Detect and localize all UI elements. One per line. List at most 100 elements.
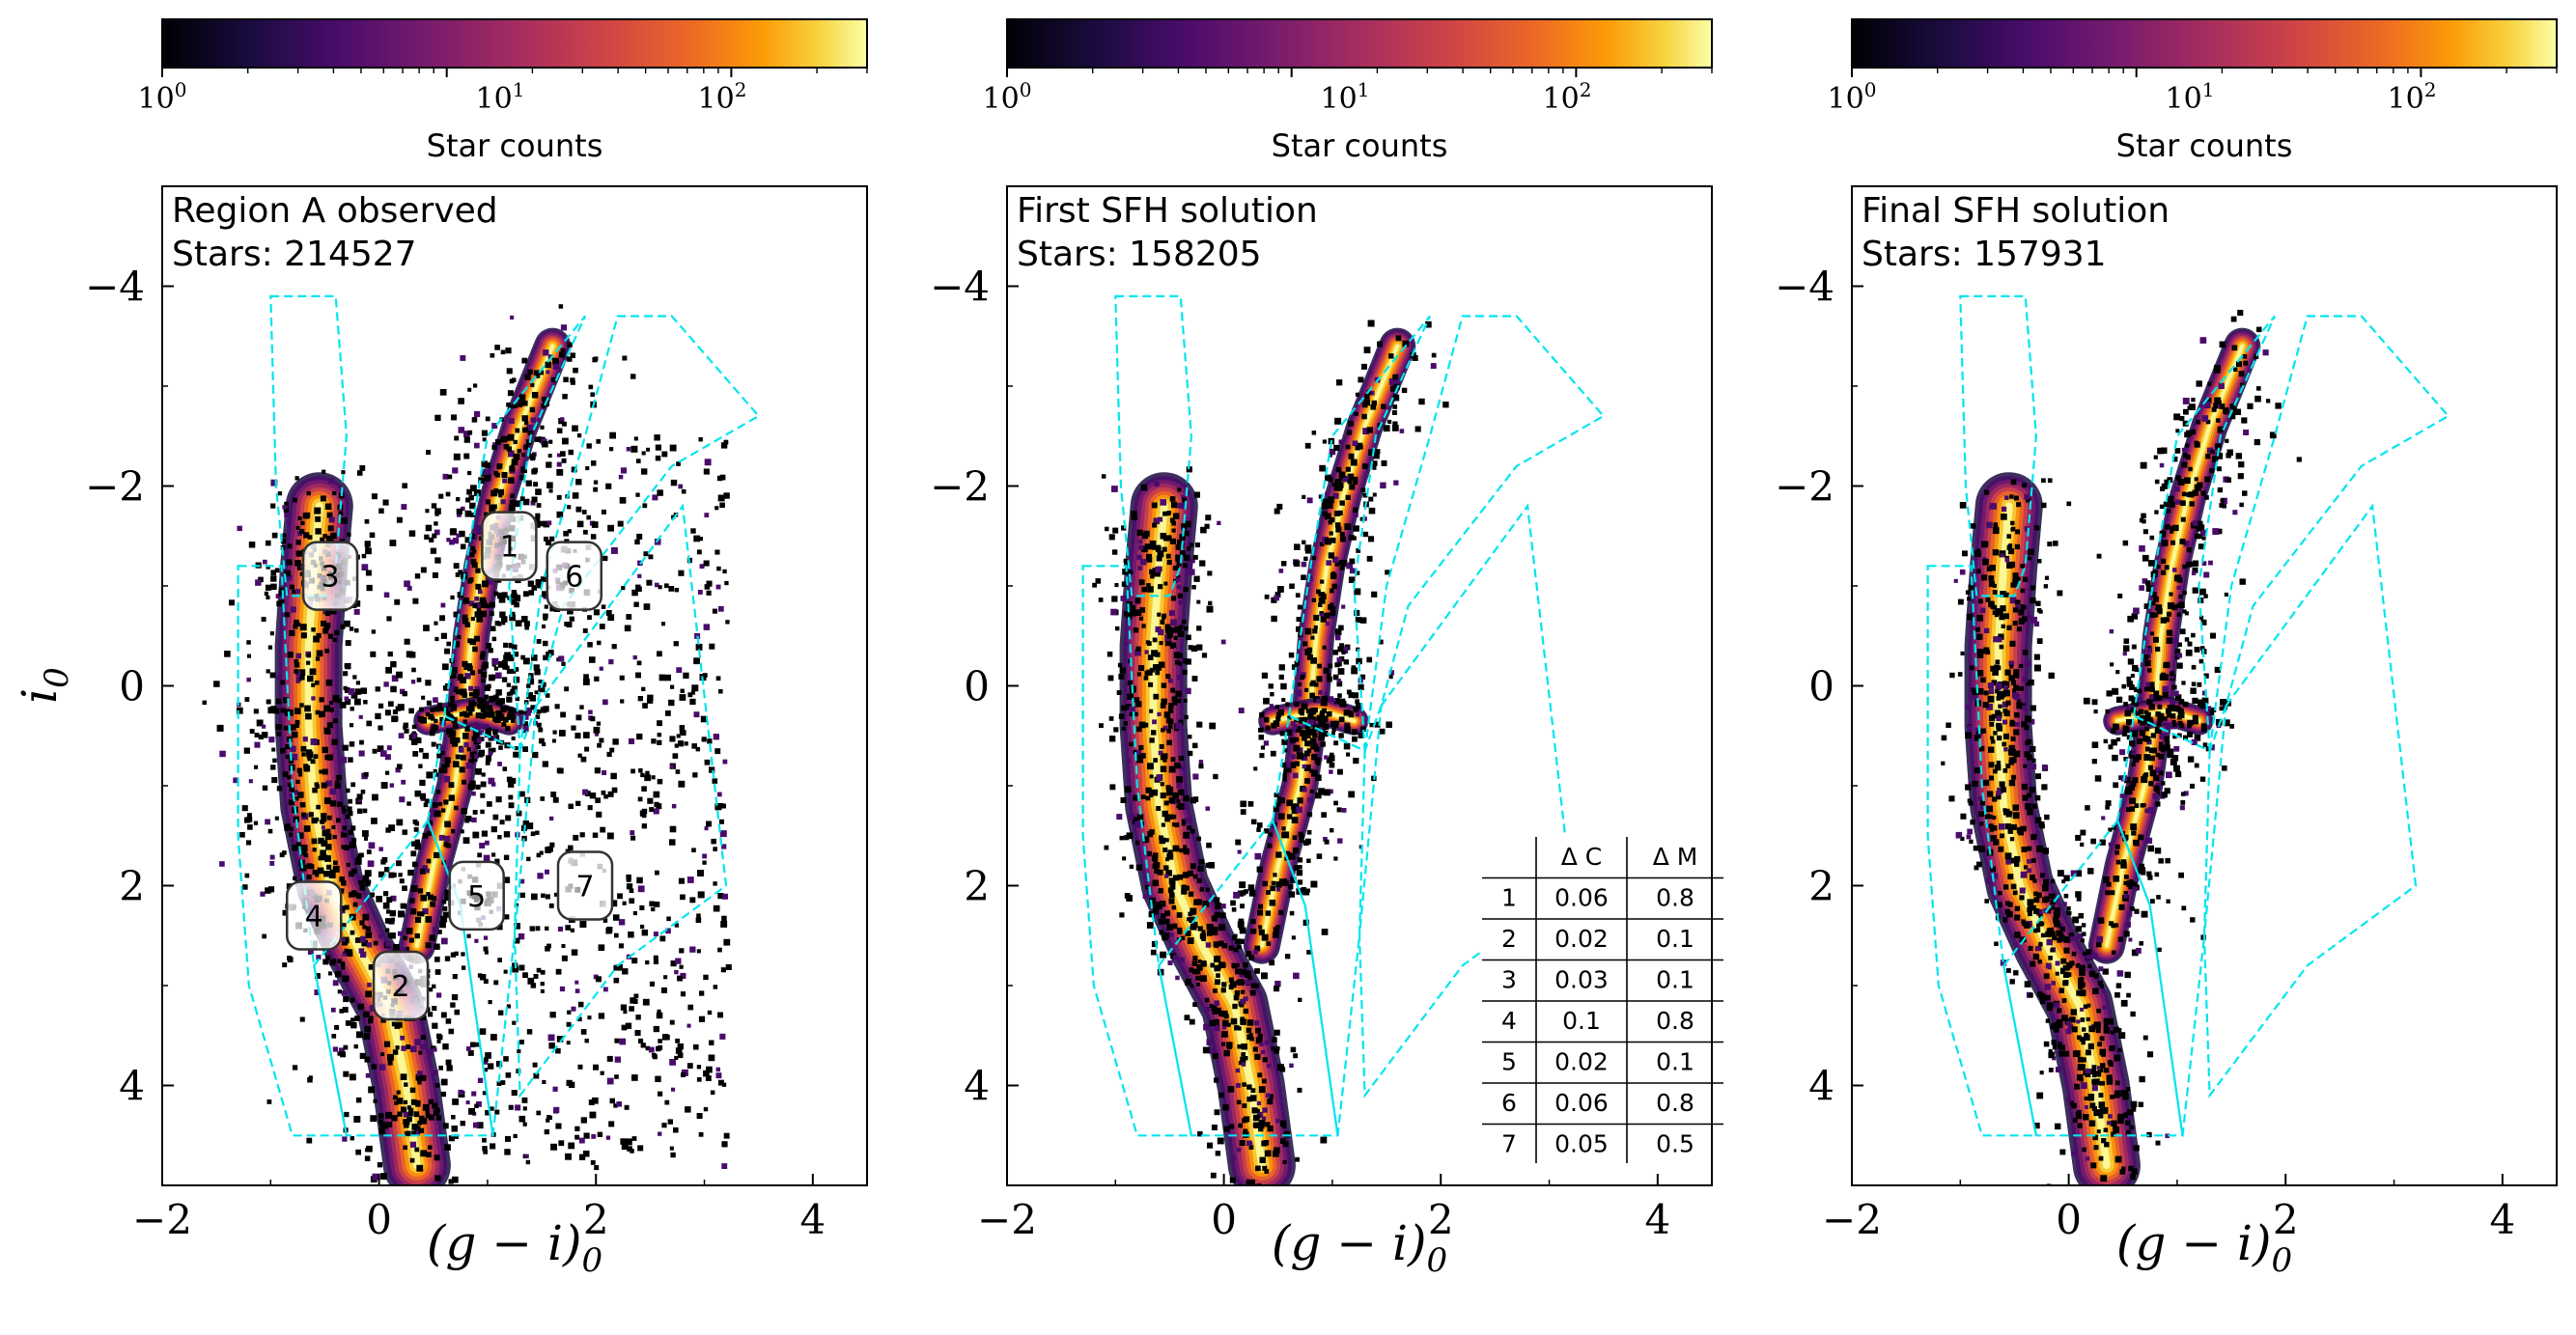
region-outline-7 — [1358, 503, 1573, 1099]
star-bin — [1371, 400, 1377, 406]
star-bin — [2216, 418, 2221, 423]
star-bin — [594, 1165, 600, 1171]
star-bin — [2192, 489, 2198, 496]
star-bin — [2133, 881, 2138, 886]
star-bin — [1160, 703, 1166, 709]
star-bin — [368, 1086, 376, 1094]
star-bin — [1237, 890, 1245, 897]
star-bin — [1217, 520, 1221, 525]
star-bin — [465, 763, 473, 769]
star-bin — [1216, 973, 1220, 978]
star-bin — [563, 376, 569, 382]
star-bin — [1278, 909, 1284, 915]
star-bin — [280, 708, 286, 713]
star-bin — [1337, 510, 1343, 515]
star-bin — [404, 728, 409, 734]
star-bin — [473, 689, 480, 696]
star-bin — [1994, 664, 2000, 670]
star-bin — [1322, 645, 1327, 650]
star-bin — [2177, 733, 2182, 738]
star-bin — [2053, 541, 2058, 546]
star-bin — [1177, 630, 1185, 637]
star-bin — [630, 830, 635, 835]
star-bin — [354, 688, 362, 695]
star-bin — [560, 417, 565, 422]
star-bin — [440, 915, 448, 923]
star-bin — [511, 598, 518, 605]
star-bin — [321, 813, 327, 820]
star-bin — [394, 598, 401, 605]
table-cell: 0.1 — [1562, 1007, 1601, 1035]
star-bin — [2004, 823, 2011, 830]
star-bin — [2148, 704, 2155, 710]
star-bin — [509, 499, 516, 506]
star-bin — [361, 939, 368, 947]
star-bin — [464, 818, 470, 823]
star-bin — [559, 986, 566, 992]
star-bin — [2243, 430, 2250, 435]
star-bin — [452, 974, 458, 980]
star-bin — [383, 1041, 391, 1047]
star-bin — [2128, 937, 2133, 942]
star-bin — [2156, 608, 2163, 615]
star-bin — [1286, 763, 1291, 767]
star-bin — [2083, 697, 2090, 705]
star-bin — [2030, 858, 2036, 863]
star-bin — [1118, 713, 1125, 719]
star-bin — [1209, 928, 1216, 935]
star-bin — [295, 653, 301, 659]
star-bin — [1228, 945, 1234, 951]
star-bin — [2042, 848, 2049, 854]
star-bin — [522, 972, 528, 979]
star-bin — [1205, 862, 1211, 868]
star-bin — [246, 840, 252, 846]
star-bin — [448, 782, 455, 789]
star-bin — [2125, 1120, 2131, 1126]
star-bin — [1134, 598, 1141, 603]
star-bin — [536, 1110, 542, 1116]
star-bin — [2088, 1120, 2096, 1126]
star-bin — [289, 832, 294, 837]
star-bin — [344, 620, 350, 627]
star-bin — [1304, 778, 1310, 784]
y-tick-label: −2 — [85, 463, 145, 511]
star-bin — [2027, 868, 2032, 874]
star-bin — [720, 967, 726, 973]
region-label-box-6 — [546, 541, 603, 611]
star-bin — [1336, 379, 1343, 386]
star-bin — [723, 439, 729, 445]
star-bin — [2025, 715, 2031, 723]
star-bin — [1166, 739, 1172, 746]
star-bin — [493, 487, 499, 493]
star-bin — [428, 1012, 434, 1017]
star-bin — [472, 702, 477, 707]
star-bin — [2214, 365, 2221, 372]
star-bin — [448, 732, 455, 738]
star-bin — [483, 946, 489, 952]
star-bin — [504, 914, 510, 920]
star-bin — [556, 494, 562, 500]
star-bin — [574, 988, 580, 993]
star-bin — [297, 772, 303, 777]
star-bin — [448, 1179, 454, 1184]
star-bin — [1264, 828, 1270, 834]
star-bin — [481, 665, 486, 671]
star-bin — [527, 678, 535, 685]
star-bin — [1164, 874, 1169, 878]
star-bin — [398, 910, 405, 918]
star-bin — [324, 649, 329, 654]
star-bin — [267, 886, 275, 893]
star-bin — [521, 453, 525, 458]
star-bin — [2145, 837, 2153, 844]
star-bin — [476, 615, 484, 623]
star-bin — [1360, 726, 1366, 733]
star-bin — [1111, 549, 1118, 555]
star-bin — [2219, 706, 2225, 711]
star-bin — [2033, 897, 2040, 904]
star-bin — [469, 552, 475, 558]
star-bin — [409, 898, 415, 904]
star-bin — [2167, 477, 2173, 484]
star-bin — [307, 949, 314, 955]
star-bin — [502, 478, 508, 484]
star-bin — [2183, 408, 2189, 415]
